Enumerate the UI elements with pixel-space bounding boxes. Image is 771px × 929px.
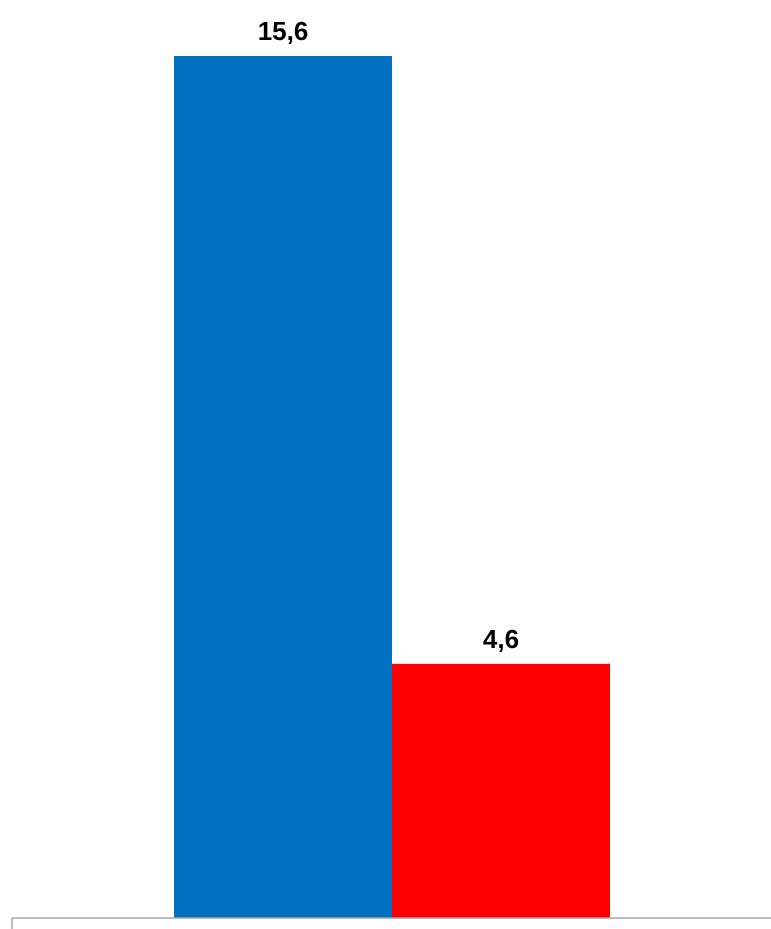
data-label-2: 4,6 <box>483 624 519 654</box>
bar-2 <box>392 663 610 918</box>
bar-1 <box>174 56 392 918</box>
data-label-1: 15,6 <box>258 16 309 46</box>
x-axis <box>11 917 771 929</box>
bars-group <box>174 56 610 918</box>
data-labels-group: 15,6 4,6 <box>258 16 519 654</box>
